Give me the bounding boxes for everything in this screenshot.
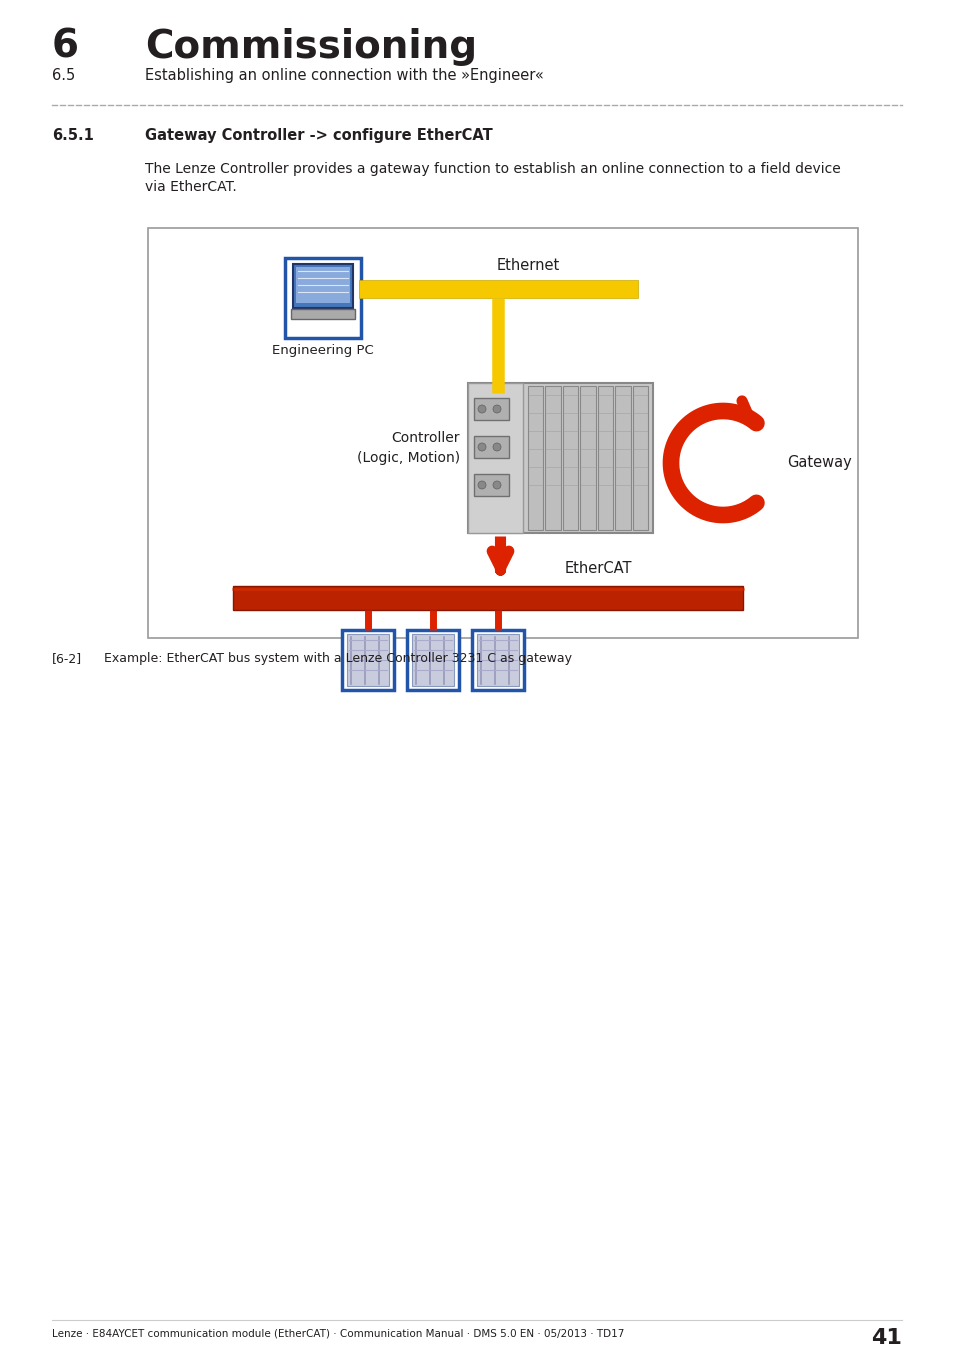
Bar [562,386,578,531]
Bar [545,386,560,531]
Bar [407,630,458,690]
Bar [474,398,509,420]
Bar [233,586,742,610]
Bar [347,634,389,686]
Bar [615,386,630,531]
Bar [341,630,394,690]
Circle shape [477,443,485,451]
Circle shape [493,405,500,413]
Text: EtherCAT: EtherCAT [563,562,631,576]
Text: Gateway Controller -> configure EtherCAT: Gateway Controller -> configure EtherCAT [145,128,493,143]
Bar [598,386,613,531]
Circle shape [477,405,485,413]
Text: Ethernet: Ethernet [496,258,559,273]
Bar [412,634,454,686]
Text: Lenze · E84AYCET communication module (EtherCAT) · Communication Manual · DMS 5.: Lenze · E84AYCET communication module (E… [52,1328,623,1338]
Bar [468,383,522,533]
Text: Commissioning: Commissioning [145,28,476,66]
Text: Controller
(Logic, Motion): Controller (Logic, Motion) [356,431,459,464]
Text: 6.5.1: 6.5.1 [52,128,93,143]
Bar [285,258,360,338]
Bar [293,265,353,308]
Bar [474,474,509,495]
Bar [468,383,652,533]
Bar [295,267,350,302]
Bar [632,386,647,531]
Text: Establishing an online connection with the »Engineer«: Establishing an online connection with t… [145,68,543,82]
Bar [579,386,595,531]
Text: Example: EtherCAT bus system with a Lenze Controller 3231 C as gateway: Example: EtherCAT bus system with a Lenz… [104,652,572,666]
Text: Engineering PC: Engineering PC [272,344,374,356]
Text: 6: 6 [52,28,79,66]
Bar [472,630,523,690]
Text: 41: 41 [870,1328,901,1349]
Text: The Lenze Controller provides a gateway function to establish an online connecti: The Lenze Controller provides a gateway … [145,162,840,176]
Bar [527,386,543,531]
Bar [474,436,509,458]
Bar [358,279,638,298]
Bar [476,634,518,686]
Circle shape [493,481,500,489]
Bar [291,309,355,319]
Circle shape [477,481,485,489]
Text: 6.5: 6.5 [52,68,75,82]
Text: Gateway: Gateway [786,455,851,471]
Text: [6-2]: [6-2] [52,652,82,666]
Bar [148,228,857,639]
Text: via EtherCAT.: via EtherCAT. [145,180,236,194]
Circle shape [493,443,500,451]
